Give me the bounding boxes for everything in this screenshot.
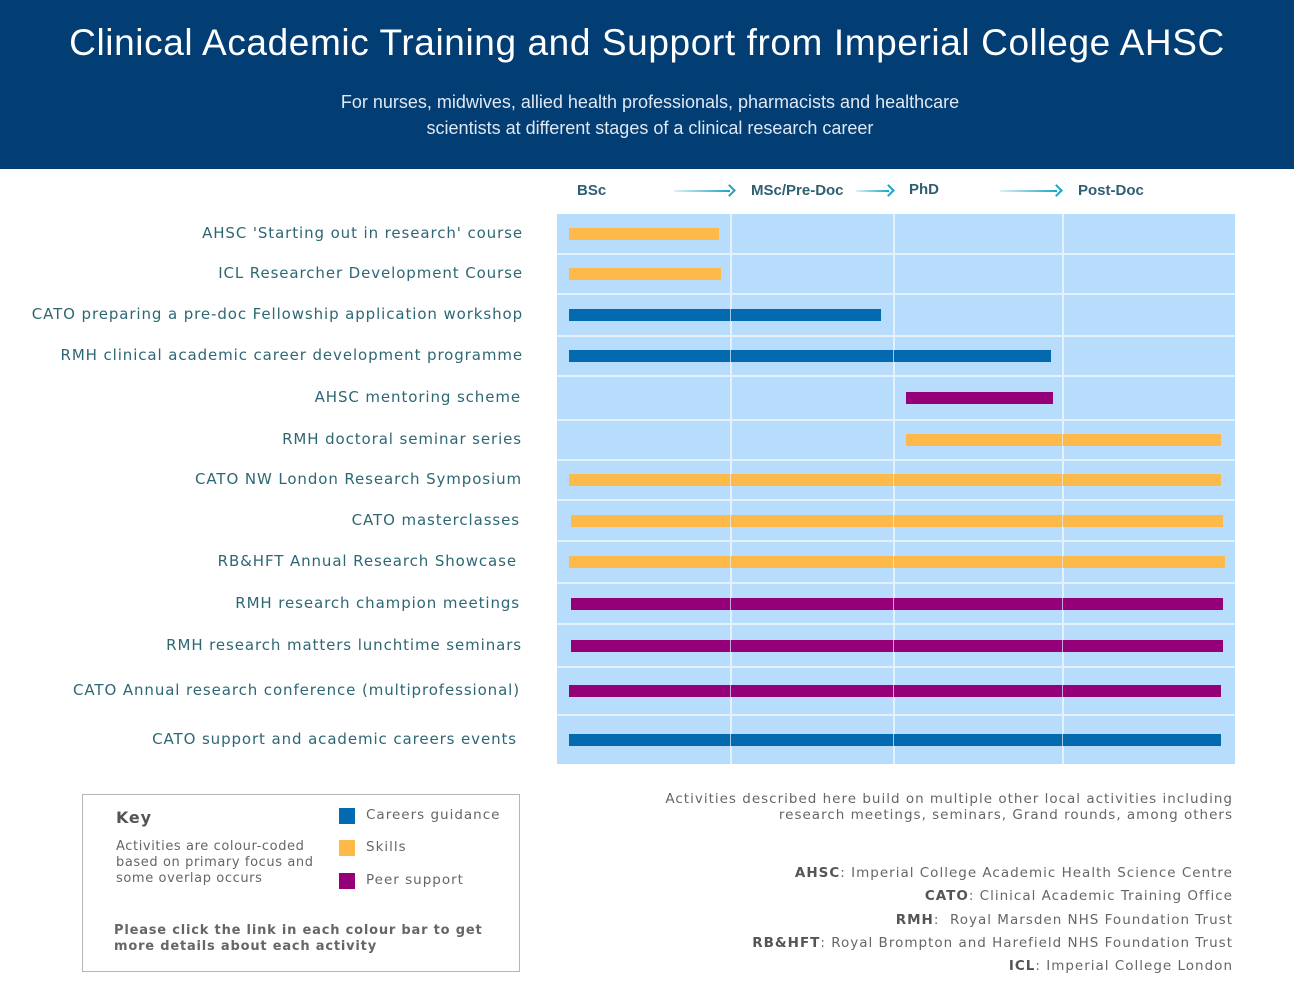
note-line-2: research meetings, seminars, Grand round… [778, 807, 1233, 823]
abbreviation-term: RMH [895, 911, 934, 928]
row-divider [557, 419, 1235, 421]
activity-label: RMH doctoral seminar series [282, 430, 522, 448]
activity-bar-skills[interactable] [569, 556, 1225, 568]
abbreviation-term: ICL [1008, 958, 1036, 975]
activity-bar-peer-support[interactable] [570, 597, 1223, 610]
stage-label-phd: PhD [909, 181, 939, 198]
key-description: Activities are colour-coded based on pri… [116, 839, 314, 886]
abbreviation-definition: : Imperial College Academic Health Scien… [840, 865, 1233, 881]
arrow-icon [674, 184, 736, 197]
stage-divider-overlay [730, 214, 731, 764]
abbreviation-item: RMH: Royal Marsden NHS Foundation Trust [752, 909, 1233, 932]
legend-label: Skills [366, 839, 407, 855]
abbreviation-term: AHSC [794, 865, 841, 881]
activity-label: ICL Researcher Development Course [218, 264, 523, 282]
header-banner: Clinical Academic Training and Support f… [0, 0, 1294, 169]
activity-label: AHSC 'Starting out in research' course [202, 224, 523, 242]
activity-label: CATO preparing a pre-doc Fellowship appl… [31, 305, 523, 323]
legend-label: Peer support [366, 872, 464, 888]
activity-bar-skills[interactable] [905, 434, 1222, 446]
stage-divider [1062, 214, 1064, 764]
stage-label-msc: MSc/Pre-Doc [751, 182, 844, 199]
activity-bar-peer-support[interactable] [570, 639, 1223, 652]
activity-bar-skills[interactable] [569, 268, 721, 280]
careers-guidance-swatch [339, 808, 355, 824]
activity-bar-skills[interactable] [569, 228, 719, 240]
row-divider [557, 540, 1235, 542]
activity-label: CATO masterclasses [351, 510, 520, 529]
abbreviations-list: AHSC: Imperial College Academic Health S… [752, 862, 1233, 978]
activity-bar-skills[interactable] [570, 514, 1223, 527]
activities-note: Activities described here build on multi… [665, 791, 1233, 823]
note-line-1: Activities described here build on multi… [665, 791, 1233, 807]
row-divider [557, 666, 1235, 668]
activity-label: RMH clinical academic career development… [60, 346, 523, 364]
legend-label: Careers guidance [366, 807, 501, 823]
stage-divider-overlay [893, 214, 894, 764]
activity-bar-careers-guidance[interactable] [569, 309, 881, 321]
activity-label: CATO support and academic careers events [152, 729, 517, 748]
stage-divider [730, 214, 732, 764]
arrow-icon [1000, 184, 1063, 197]
activity-bar-careers-guidance[interactable] [569, 733, 1222, 746]
activity-label: RMH research matters lunchtime seminars [166, 635, 522, 654]
timeline-grid [557, 214, 1235, 764]
activity-label: CATO NW London Research Symposium [195, 470, 522, 488]
peer-support-swatch [339, 873, 355, 889]
activity-label: AHSC mentoring scheme [314, 388, 521, 406]
arrow-icon [856, 184, 895, 197]
abbreviation-item: ICL: Imperial College London [752, 955, 1233, 978]
abbreviation-definition: : Clinical Academic Training Office [968, 888, 1233, 905]
stage-label-postdoc: Post-Doc [1078, 182, 1144, 199]
stage-divider-overlay [1062, 214, 1063, 764]
page-subtitle: For nurses, midwives, allied health prof… [0, 89, 1294, 141]
row-divider [557, 253, 1235, 255]
stage-divider [893, 214, 895, 764]
activity-bar-peer-support[interactable] [569, 685, 1222, 697]
activity-bar-skills[interactable] [569, 474, 1222, 486]
abbreviation-term: RB&HFT [752, 934, 821, 951]
abbreviation-definition: : Royal Brompton and Harefield NHS Found… [820, 934, 1233, 951]
row-divider [557, 582, 1235, 584]
activity-label: RB&HFT Annual Research Showcase [217, 552, 517, 570]
abbreviation-definition: : Royal Marsden NHS Foundation Trust [933, 911, 1233, 928]
abbreviation-term: CATO [924, 888, 969, 905]
activity-bar-peer-support[interactable] [905, 392, 1053, 404]
row-divider [557, 293, 1235, 295]
page-title: Clinical Academic Training and Support f… [69, 22, 1225, 63]
row-divider [557, 499, 1235, 501]
key-box: Key Activities are colour-coded based on… [82, 794, 520, 972]
activity-bar-careers-guidance[interactable] [569, 350, 1052, 362]
activity-label: CATO Annual research conference (multipr… [73, 681, 520, 699]
key-instruction: Please click the link in each colour bar… [114, 923, 483, 954]
abbreviation-item: RB&HFT: Royal Brompton and Harefield NHS… [752, 932, 1233, 955]
key-title: Key [116, 808, 152, 827]
abbreviation-item: CATO: Clinical Academic Training Office [752, 885, 1233, 908]
skills-swatch [339, 840, 355, 856]
row-divider [557, 714, 1235, 716]
subtitle-line-1: For nurses, midwives, allied health prof… [340, 92, 960, 112]
row-divider [557, 375, 1235, 377]
activity-label: RMH research champion meetings [235, 593, 520, 612]
subtitle-line-2: scientists at different stages of a clin… [426, 118, 874, 138]
row-divider [557, 335, 1235, 337]
stage-label-bsc: BSc [577, 182, 607, 199]
row-divider [557, 623, 1235, 625]
abbreviation-item: AHSC: Imperial College Academic Health S… [752, 862, 1233, 885]
row-divider [557, 459, 1235, 461]
abbreviation-definition: : Imperial College London [1035, 958, 1233, 975]
